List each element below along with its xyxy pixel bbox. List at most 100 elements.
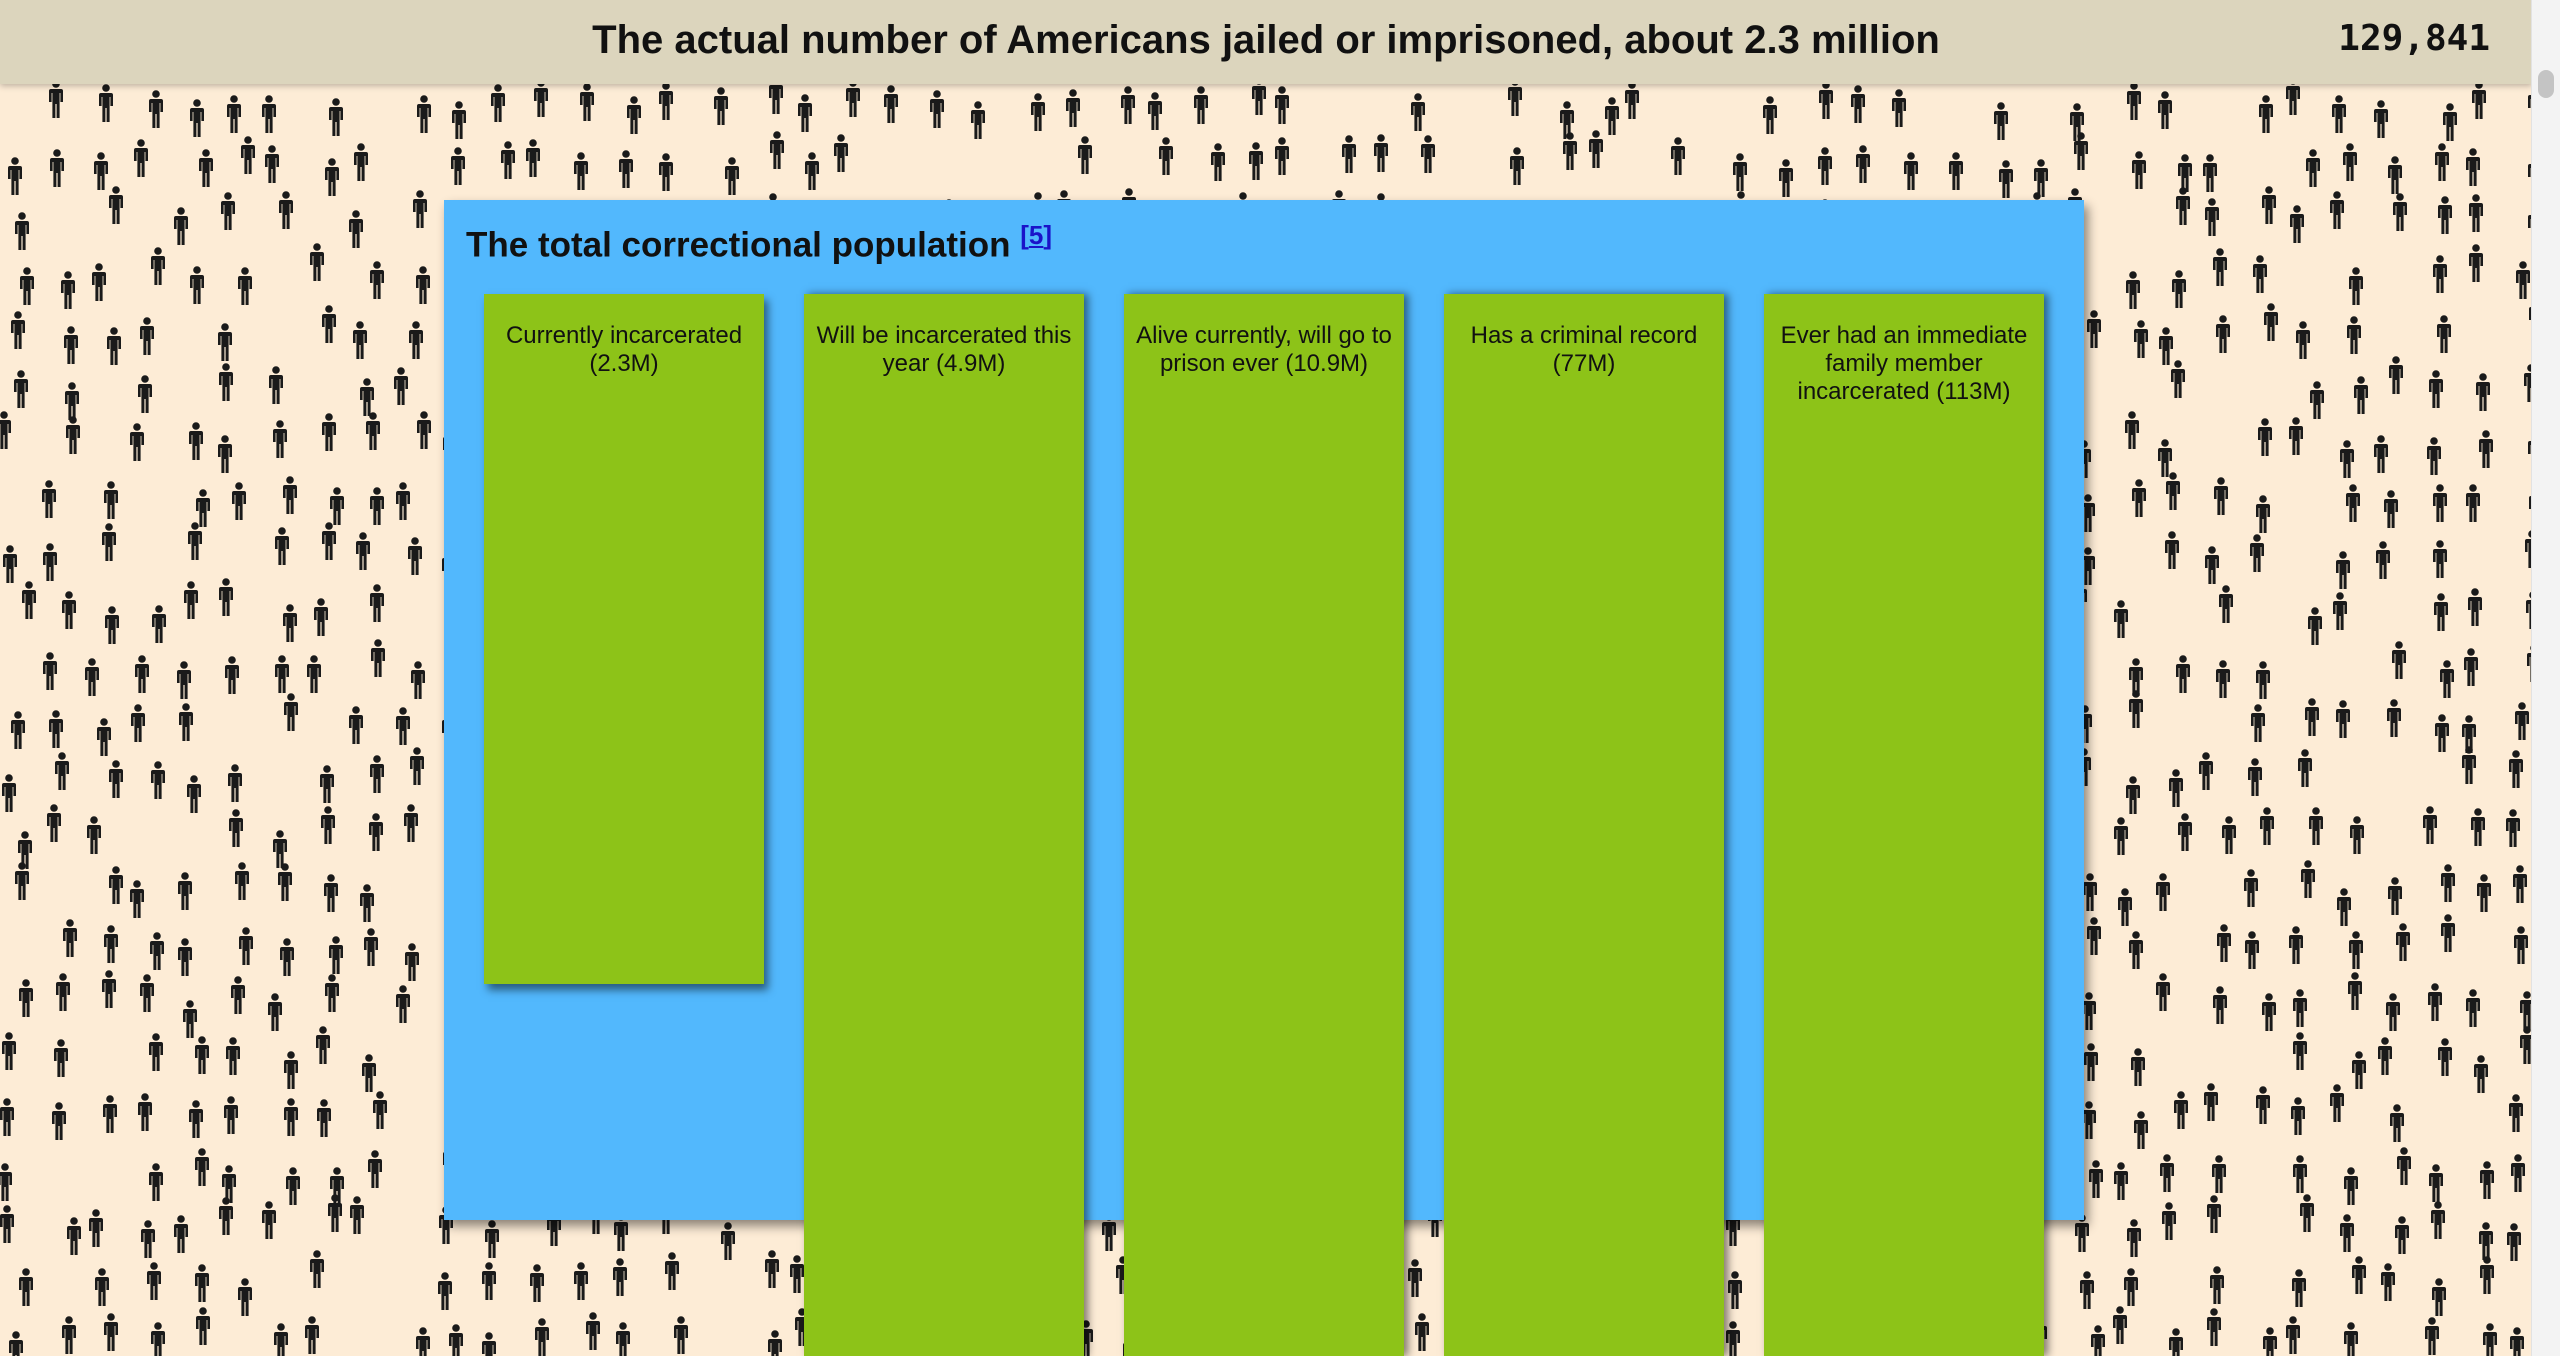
person-icon [194, 1036, 210, 1076]
person-icon [1562, 132, 1578, 172]
person-icon [183, 581, 199, 621]
person-icon [2082, 873, 2098, 913]
person-icon [217, 435, 233, 475]
person-icon [618, 149, 634, 190]
person-icon [415, 266, 431, 306]
person-icon [2437, 195, 2453, 236]
person-icon [2211, 1155, 2227, 1195]
person-icon [2243, 869, 2259, 909]
person-icon [178, 703, 194, 743]
person-icon [2426, 437, 2442, 477]
person-icon [2295, 321, 2311, 361]
person-icon [2432, 483, 2448, 524]
person-icon [2463, 648, 2479, 688]
person-icon [2434, 143, 2450, 183]
person-icon [2081, 991, 2097, 1032]
person-icon [2157, 438, 2173, 479]
person-icon [359, 884, 375, 924]
person-icon [579, 83, 595, 123]
person-icon [182, 999, 198, 1040]
person-icon [1903, 151, 1919, 192]
person-icon [2427, 983, 2443, 1023]
person-icon [267, 993, 283, 1033]
person-icon [189, 266, 205, 306]
person-icon [2080, 546, 2096, 587]
person-icon [264, 145, 280, 185]
person-icon [14, 862, 30, 902]
person-icon [2465, 988, 2481, 1029]
person-icon [2309, 380, 2325, 421]
person-icon [17, 831, 33, 871]
person-icon [2175, 654, 2191, 695]
scrollbar-thumb[interactable] [2538, 70, 2554, 98]
person-icon [320, 805, 336, 846]
person-icon [490, 84, 506, 124]
person-icon [48, 709, 64, 750]
person-icon [2442, 102, 2458, 143]
person-icon [2259, 806, 2275, 847]
person-icon [2255, 660, 2271, 701]
reference-link[interactable]: [5] [1020, 220, 1053, 250]
person-icon [2292, 988, 2308, 1029]
person-icon [86, 816, 102, 856]
person-icon [319, 765, 335, 805]
person-icon [416, 410, 432, 451]
person-icon [189, 98, 205, 139]
person-icon [2305, 149, 2321, 189]
person-icon [883, 85, 899, 125]
person-icon [573, 151, 589, 192]
person-icon [63, 326, 79, 366]
person-icon [2395, 923, 2411, 963]
person-icon [1077, 135, 1093, 176]
person-icon [223, 1096, 239, 1136]
person-icon [2133, 1111, 2149, 1151]
person-icon [1248, 142, 1264, 182]
person-icon [673, 1316, 689, 1356]
person-icon [2297, 749, 2313, 789]
person-icon [2086, 310, 2102, 350]
person-icon [173, 206, 189, 247]
person-icon [220, 192, 236, 232]
person-icon [1559, 100, 1575, 141]
person-icon [1725, 1321, 1741, 1356]
person-icon [42, 652, 58, 692]
person-icon [104, 606, 120, 646]
person-icon [573, 1262, 589, 1302]
person-icon [321, 522, 337, 562]
person-icon [101, 970, 117, 1010]
person-icon [2508, 750, 2524, 790]
person-icon [195, 1306, 211, 1347]
vertical-scrollbar[interactable] [2531, 0, 2560, 1356]
person-icon [615, 1322, 631, 1356]
person-icon [188, 1100, 204, 1140]
person-icon [2244, 931, 2260, 971]
person-icon [2329, 1084, 2345, 1124]
person-icon [2086, 917, 2102, 957]
person-icon [2440, 864, 2456, 904]
person-icon [2262, 1326, 2278, 1356]
person-icon [2117, 888, 2133, 928]
person-icon [283, 1050, 299, 1091]
person-icon [2478, 1222, 2494, 1262]
person-icon [2436, 315, 2452, 355]
person-icon [273, 1322, 289, 1356]
person-icon [2523, 364, 2532, 404]
person-icon [177, 872, 193, 912]
bar-label: Ever had an immediate family member inca… [1780, 322, 2028, 405]
person-icon [148, 1033, 164, 1073]
person-icon [140, 1220, 156, 1260]
person-icon [359, 378, 375, 418]
person-icon [2074, 1214, 2090, 1254]
person-icon [2394, 1216, 2410, 1256]
person-icon [408, 320, 424, 361]
person-icon [2331, 94, 2347, 135]
person-icon [261, 94, 277, 135]
person-icon [146, 1262, 162, 1302]
person-icon [1410, 93, 1426, 133]
person-icon [2125, 775, 2141, 816]
person-icon [2440, 914, 2456, 954]
person-icon [2329, 191, 2345, 231]
person-icon [970, 101, 986, 141]
person-icon [61, 590, 77, 631]
person-icon [2255, 495, 2271, 535]
